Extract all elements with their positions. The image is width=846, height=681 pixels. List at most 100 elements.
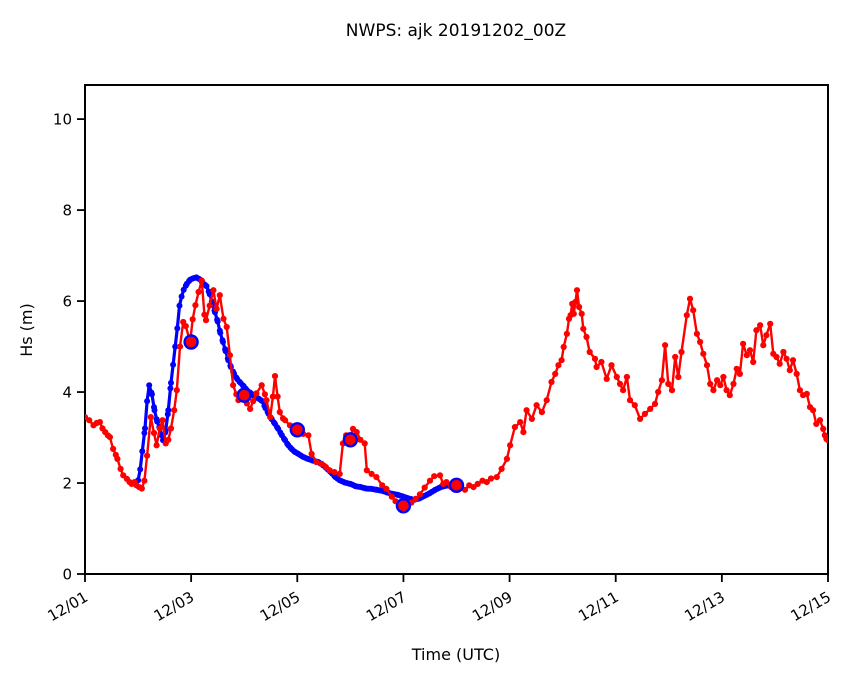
observations-hourly-marker: [282, 417, 289, 424]
model-forecast-marker: [203, 283, 210, 290]
observations-hourly-marker: [555, 362, 562, 369]
observations-hourly-marker: [226, 352, 233, 359]
y-tick-label: 0: [62, 566, 72, 584]
observations-hourly-marker: [416, 491, 423, 498]
observations-hourly-marker: [165, 436, 172, 443]
observations-hourly-marker: [201, 311, 208, 318]
model-forecast-marker: [165, 407, 172, 414]
model-forecast-marker: [167, 385, 174, 392]
observations-hourly-marker: [176, 343, 184, 350]
observations-hourly-marker: [558, 357, 565, 364]
observations-hourly-marker: [714, 377, 721, 384]
observations-hourly-marker: [675, 373, 682, 381]
x-tick-label: 12/05: [257, 588, 303, 625]
observations-hourly-marker: [637, 415, 644, 422]
observations-hourly-marker: [697, 338, 704, 346]
observations-hourly-marker: [379, 482, 386, 489]
x-tick-label: 12/07: [363, 588, 409, 625]
observations-hourly-marker: [216, 292, 223, 299]
observations-hourly-marker: [117, 465, 124, 472]
observations-hourly-marker: [591, 355, 599, 362]
model-forecast-marker: [146, 382, 153, 389]
observations-hourly-marker: [598, 358, 605, 366]
observations-hourly-marker: [533, 402, 540, 409]
observations-hourly-marker: [576, 303, 583, 311]
model-forecast-marker: [178, 293, 185, 300]
observations-hourly-marker: [528, 415, 536, 422]
observations-hourly-marker: [202, 317, 210, 324]
observations-hourly-marker: [261, 391, 268, 398]
observations-hourly-marker: [368, 470, 375, 477]
observations-hourly-marker: [206, 302, 213, 309]
observations-hourly-marker: [173, 387, 180, 394]
observations-hourly-marker: [171, 407, 178, 414]
observations-hourly-marker: [493, 474, 500, 481]
model-forecast-marker: [168, 379, 174, 386]
model-forecast-marker: [154, 418, 161, 425]
observations-hourly-marker: [426, 477, 434, 484]
observations-hourly-marker: [412, 495, 419, 502]
observations-hourly-marker: [668, 387, 676, 394]
observations-hourly-marker: [760, 342, 767, 349]
model-forecast: [135, 274, 460, 503]
observations-hourly-marker: [613, 373, 620, 381]
observations-hourly-marker: [783, 355, 790, 362]
observations-hourly-marker: [824, 437, 828, 444]
observations-hourly-marker: [388, 493, 395, 500]
observations-hourly-marker: [147, 414, 154, 421]
observations-hourly-marker: [803, 390, 810, 397]
observations-hourly-marker: [710, 387, 717, 394]
observations-hourly-marker: [573, 287, 581, 294]
x-tick-label: 12/13: [681, 588, 727, 625]
model-forecast-marker: [142, 425, 148, 432]
observations-hourly-marker: [436, 472, 444, 479]
observations-hourly-line: [85, 279, 828, 507]
observations-hourly-marker: [743, 352, 750, 359]
observations-hourly-marker: [593, 363, 600, 371]
observations-hourly-marker: [86, 417, 93, 424]
observations-hourly-marker: [767, 320, 774, 327]
model-forecast-marker: [217, 329, 224, 336]
daily-00z-marker: [236, 387, 252, 403]
observations-hourly-marker: [740, 340, 747, 347]
observations-hourly-marker: [816, 417, 824, 424]
observations-hourly-marker: [250, 398, 257, 405]
observations-hourly-marker: [421, 484, 428, 491]
observations-hourly-marker: [357, 436, 364, 443]
model-forecast-marker: [137, 466, 144, 473]
model-forecast-marker: [170, 361, 177, 368]
model-forecast-marker: [141, 430, 148, 436]
observations-hourly-marker: [603, 375, 610, 382]
observations-hourly-marker: [608, 362, 615, 369]
observations-hourly-marker: [586, 348, 593, 356]
observations-hourly-marker: [443, 479, 450, 486]
observations-hourly-marker: [192, 302, 199, 309]
observations-hourly-marker: [620, 387, 627, 394]
observations-hourly-marker: [220, 315, 227, 322]
observations-hourly-marker: [503, 455, 510, 462]
observations-hourly-marker: [780, 348, 787, 356]
model-forecast-marker: [222, 348, 229, 355]
observations-hourly-marker: [373, 474, 380, 481]
observations-hourly-marker: [326, 467, 333, 474]
observations-hourly-marker: [776, 360, 783, 367]
observations-hourly-marker: [210, 287, 217, 294]
observations-hourly-marker: [189, 316, 196, 323]
observations-hourly-marker: [141, 477, 148, 484]
observations-hourly-marker: [736, 370, 744, 377]
observations-hourly-marker: [693, 330, 701, 337]
observations-hourly-marker: [308, 450, 315, 457]
observations-hourly-marker: [786, 367, 793, 374]
observations-hourly-marker: [570, 310, 577, 317]
observations-hourly-marker: [96, 419, 103, 426]
y-tick-label: 10: [53, 111, 72, 129]
observations-hourly-marker: [523, 407, 530, 414]
observations-hourly-marker: [258, 382, 265, 389]
observations-hourly-marker: [167, 425, 175, 432]
observations-hourly-marker: [763, 332, 770, 339]
observations-hourly-marker: [313, 459, 320, 466]
observations-hourly-marker: [106, 434, 113, 441]
observations-hourly-marker: [331, 469, 338, 476]
observations-hourly-marker: [198, 277, 205, 284]
